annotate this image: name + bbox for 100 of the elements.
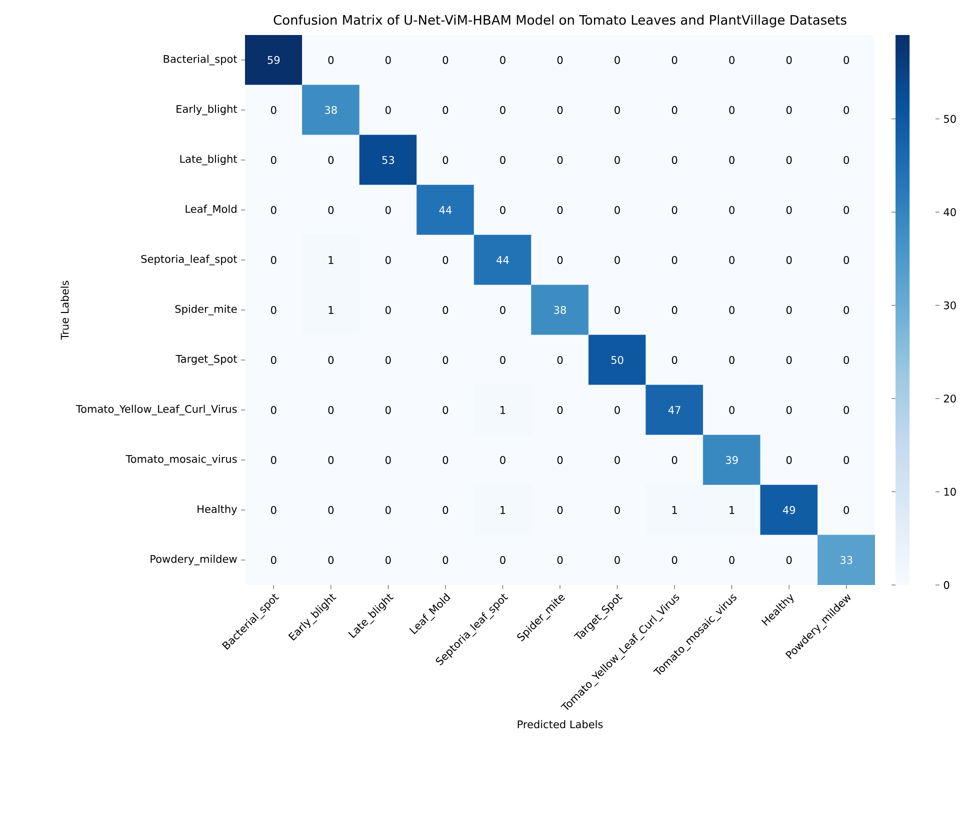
data-label: 0 [328, 156, 334, 164]
data-label: 0 [729, 406, 734, 414]
data-label: 0 [442, 56, 448, 64]
data-label: 1 [500, 406, 506, 414]
data-label: 0 [328, 456, 334, 464]
data-label: 0 [614, 556, 620, 564]
data-label: 0 [442, 256, 448, 264]
data-label: 0 [729, 156, 734, 164]
data-label: 0 [270, 106, 276, 114]
data-label: 0 [844, 406, 850, 414]
data-label: 0 [270, 456, 276, 464]
data-label: 0 [786, 406, 792, 414]
data-label: 0 [500, 456, 506, 464]
data-label: 0 [386, 56, 391, 64]
data-label: 1 [730, 506, 734, 514]
y-tick-label: Tomato_mosaic_virus [126, 454, 237, 466]
data-label: 0 [729, 206, 734, 214]
data-label: 0 [386, 406, 391, 414]
data-label: 0 [557, 506, 563, 514]
chart-title: Confusion Matrix of U-Net-ViM-HBAM Model on Tomato Leaves and PlantVillage Datasets [274, 14, 846, 28]
y-tick-label: Tomato_Yellow_Leaf_Curl_Virus [76, 404, 237, 416]
data-label: 0 [672, 206, 678, 214]
data-label: 44 [439, 206, 452, 214]
data-label: 0 [844, 456, 850, 464]
data-label: 1 [500, 506, 506, 514]
y-tick-label: Healthy [198, 504, 237, 516]
data-label: 0 [786, 56, 792, 64]
data-label: 0 [786, 106, 792, 114]
data-label: 0 [442, 106, 448, 114]
y-tick-label: Powdery_mildew [150, 554, 237, 566]
data-label: 50 [611, 356, 624, 364]
data-label: 0 [270, 256, 276, 264]
data-label: 0 [614, 206, 620, 214]
data-label: 0 [844, 106, 850, 114]
data-label: 0 [786, 156, 792, 164]
data-label: 0 [672, 156, 678, 164]
data-label: 0 [328, 56, 334, 64]
data-label: 1 [672, 506, 677, 514]
y-axis-title: True Labels [60, 280, 69, 340]
data-label: 0 [557, 106, 563, 114]
data-label: 33 [840, 556, 852, 564]
color-bar-label: 0 [944, 581, 950, 589]
data-label: 0 [442, 406, 448, 414]
data-label: 0 [614, 306, 620, 314]
data-label: 0 [328, 356, 334, 364]
data-label: 0 [557, 206, 563, 214]
data-label: 0 [442, 306, 448, 314]
data-label: 0 [672, 556, 678, 564]
data-label: 0 [557, 556, 563, 564]
data-label: 0 [729, 56, 734, 64]
data-label: 38 [325, 106, 337, 114]
data-label: 0 [557, 256, 563, 264]
data-label: 0 [672, 256, 678, 264]
data-label: 0 [614, 106, 620, 114]
data-label: 0 [270, 556, 276, 564]
y-tick-label: Early_blight [176, 104, 238, 116]
data-label: 38 [554, 306, 566, 314]
data-label: 0 [786, 356, 792, 364]
data-label: 0 [729, 256, 734, 264]
data-label: 0 [672, 456, 678, 464]
data-label: 0 [786, 456, 792, 464]
data-label: 47 [668, 406, 680, 414]
data-label: 0 [614, 156, 620, 164]
data-label: 0 [614, 406, 620, 414]
data-label: 0 [844, 56, 850, 64]
data-label: 0 [386, 106, 391, 114]
color-bar-label: 20 [944, 394, 956, 403]
data-label: 0 [386, 306, 391, 314]
data-label: 59 [268, 56, 280, 64]
data-label: 0 [844, 206, 850, 214]
color-bar-label: 40 [944, 208, 956, 216]
y-tick-label: Bacterial_spot [164, 54, 238, 66]
data-label: 0 [386, 356, 391, 364]
data-label: 0 [328, 406, 334, 414]
data-label: 0 [386, 256, 391, 264]
data-label: 0 [786, 256, 792, 264]
data-label: 0 [844, 506, 850, 514]
color-bar-label: 10 [944, 488, 956, 496]
data-label: 0 [844, 356, 850, 364]
y-tick-label: Late_blight [180, 154, 238, 166]
data-label: 0 [328, 556, 334, 564]
data-label: 0 [442, 506, 448, 514]
data-label: 0 [844, 156, 850, 164]
data-label: 0 [672, 106, 678, 114]
data-label: 0 [270, 306, 276, 314]
data-label: 0 [442, 156, 448, 164]
data-label: 0 [557, 356, 563, 364]
y-tick-label: Leaf_Mold [186, 204, 236, 216]
data-label: 0 [786, 206, 792, 214]
y-tick-label: Target_Spot [176, 354, 238, 366]
data-label: 0 [270, 206, 276, 214]
data-label: 0 [270, 356, 276, 364]
data-label: 0 [386, 506, 391, 514]
data-label: 0 [270, 506, 276, 514]
data-label: 0 [500, 356, 506, 364]
data-label: 53 [382, 156, 394, 164]
data-label: 0 [500, 106, 506, 114]
data-label: 0 [500, 306, 506, 314]
data-label: 0 [672, 306, 678, 314]
data-label: 0 [614, 456, 620, 464]
